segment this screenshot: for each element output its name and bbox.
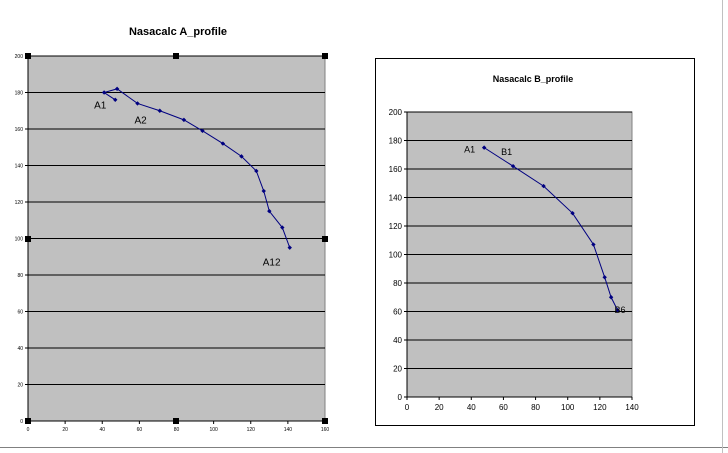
x-tick-label: 40 <box>99 427 105 433</box>
y-tick-label: 80 <box>17 273 23 279</box>
x-tick-label: 0 <box>27 427 30 433</box>
x-tick-label: 100 <box>561 403 575 412</box>
selection-handle <box>25 53 31 59</box>
x-tick-label: 20 <box>62 427 68 433</box>
x-tick-label: 140 <box>625 403 639 412</box>
data-point <box>135 101 140 106</box>
selection-handle <box>25 236 31 242</box>
x-tick-label: 120 <box>247 427 256 433</box>
y-tick-label: 120 <box>15 200 24 206</box>
data-point <box>280 225 285 230</box>
y-tick-label: 100 <box>389 250 403 259</box>
y-tick-label: 20 <box>393 364 402 373</box>
chart-b-frame[interactable]: Nasacalc B_profile 0 20 40 60 80 100 120 140 160 1… <box>375 58 695 426</box>
window-bottom-edge <box>0 447 728 448</box>
x-tick-label: 60 <box>499 403 508 412</box>
x-tick-label: 60 <box>137 427 143 433</box>
series-line <box>483 147 618 311</box>
point-label: A1 <box>464 145 475 155</box>
series-line <box>102 88 291 248</box>
chart-b-profile: Nasacalc B_profile 0 20 40 60 80 100 120 140 160 1… <box>389 74 640 412</box>
point-label: A1 <box>94 101 107 112</box>
point-label: A2 <box>135 115 148 126</box>
x-tick-label: 40 <box>467 403 476 412</box>
point-label: B1 <box>501 147 512 157</box>
selection-handle <box>173 418 179 424</box>
data-point <box>239 154 244 159</box>
selection-handle <box>25 418 31 424</box>
y-tick-label: 180 <box>15 90 24 96</box>
y-tick-label: 60 <box>17 309 23 315</box>
y-tick-label: 100 <box>15 236 24 242</box>
y-tick-label: 80 <box>393 279 402 288</box>
y-tick-label: 0 <box>398 393 403 402</box>
chart-title: Nasacalc B_profile <box>493 74 574 84</box>
window-right-edge <box>722 0 723 453</box>
data-point <box>200 128 205 134</box>
x-tick-label: 80 <box>174 427 180 433</box>
data-point <box>113 97 118 102</box>
chart-a-profile[interactable]: Nasacalc A_profile 0 20 40 60 80 100 120 140 160 1… <box>0 0 360 440</box>
y-tick-label: 160 <box>15 127 24 133</box>
selection-handle <box>322 418 328 424</box>
y-tick-label: 140 <box>15 163 24 169</box>
x-tick-label: 120 <box>593 403 607 412</box>
point-label: B6 <box>615 305 626 315</box>
data-point <box>481 145 487 150</box>
selection-handle <box>322 53 328 59</box>
y-tick-label: 40 <box>393 336 402 345</box>
y-tick-label: 200 <box>15 54 24 60</box>
selection-handle <box>173 53 179 59</box>
y-tick-label: 40 <box>17 346 23 352</box>
y-tick-label: 60 <box>393 307 402 316</box>
y-tick-label: 180 <box>389 136 403 145</box>
data-point <box>157 108 162 113</box>
data-point <box>101 90 107 95</box>
y-tick-label: 0 <box>20 419 23 425</box>
data-point <box>261 188 266 194</box>
selection-handle <box>322 236 328 242</box>
data-point <box>267 208 272 214</box>
y-tick-label: 200 <box>389 108 403 117</box>
x-tick-label: 160 <box>321 427 330 433</box>
y-tick-label: 160 <box>389 165 403 174</box>
data-point <box>114 86 120 92</box>
point-label: A12 <box>263 258 281 269</box>
y-tick-label: 140 <box>389 193 403 202</box>
data-point <box>220 141 226 146</box>
data-point <box>181 117 187 123</box>
data-point <box>254 168 259 174</box>
data-point <box>287 245 292 250</box>
x-tick-label: 100 <box>209 427 218 433</box>
y-tick-label: 20 <box>17 382 23 388</box>
y-tick-label: 120 <box>389 222 403 231</box>
chart-title: Nasacalc A_profile <box>129 26 227 38</box>
x-tick-label: 0 <box>405 403 410 412</box>
x-tick-label: 80 <box>531 403 540 412</box>
x-tick-label: 140 <box>284 427 293 433</box>
x-tick-label: 20 <box>435 403 444 412</box>
